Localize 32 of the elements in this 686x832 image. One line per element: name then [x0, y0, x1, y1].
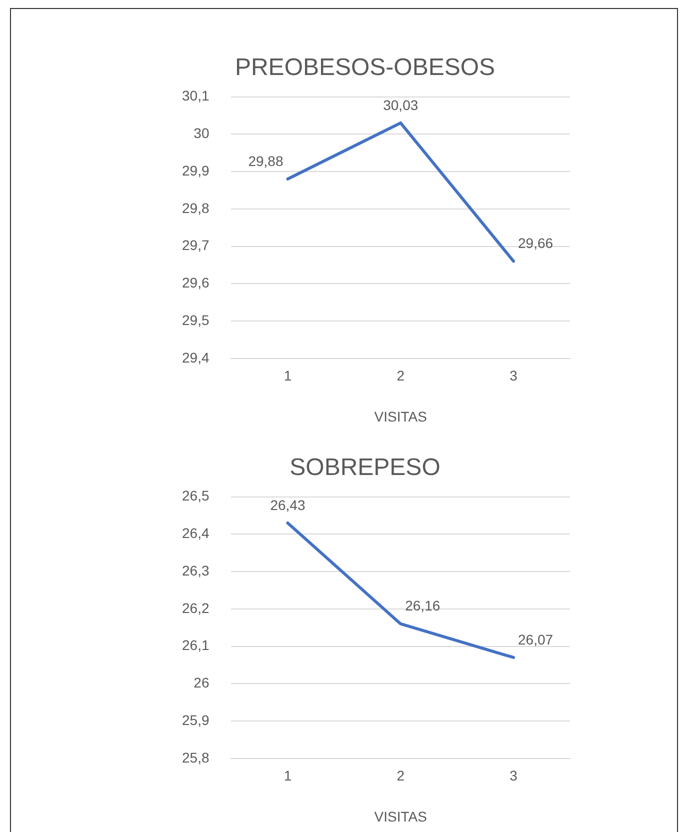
y-tick-label: 29,7 — [182, 237, 210, 254]
y-tick-label: 26,1 — [182, 637, 210, 654]
data-label: 29,88 — [248, 152, 284, 169]
y-tick-label: 26 — [194, 674, 210, 691]
data-label: 30,03 — [383, 96, 418, 113]
y-tick-label: 29,5 — [182, 312, 210, 328]
x-tick-label: 1 — [284, 768, 292, 784]
data-label: 26,16 — [405, 598, 440, 614]
data-label: 26,43 — [270, 496, 306, 513]
x-axis-title: VISITAS — [374, 808, 427, 824]
y-tick-label: 29,9 — [182, 162, 210, 178]
x-tick-label: 2 — [396, 368, 405, 384]
y-tick-label: 25,9 — [182, 712, 210, 728]
x-tick-label: 2 — [396, 768, 405, 784]
x-tick-label: 1 — [284, 368, 292, 384]
x-tick-label: 3 — [510, 768, 518, 784]
y-tick-label: 26,5 — [182, 488, 210, 504]
y-tick-label: 30 — [194, 125, 210, 142]
data-label: 29,66 — [518, 235, 554, 252]
x-tick-label: 3 — [510, 368, 518, 384]
y-tick-label: 25,8 — [182, 749, 210, 766]
y-tick-label: 29,6 — [182, 274, 210, 291]
y-tick-label: 29,4 — [182, 349, 210, 366]
x-axis-title: VISITAS — [374, 408, 427, 424]
y-tick-label: 30,1 — [182, 88, 210, 104]
y-tick-label: 26,2 — [182, 600, 210, 616]
y-tick-label: 29,8 — [182, 200, 210, 216]
chart-title: SOBREPESO — [290, 454, 440, 482]
chart-title: PREOBESOS-OBESOS — [234, 54, 496, 82]
y-tick-label: 26,3 — [182, 562, 210, 578]
y-tick-label: 26,4 — [182, 525, 210, 542]
data-label: 26,07 — [518, 631, 554, 648]
